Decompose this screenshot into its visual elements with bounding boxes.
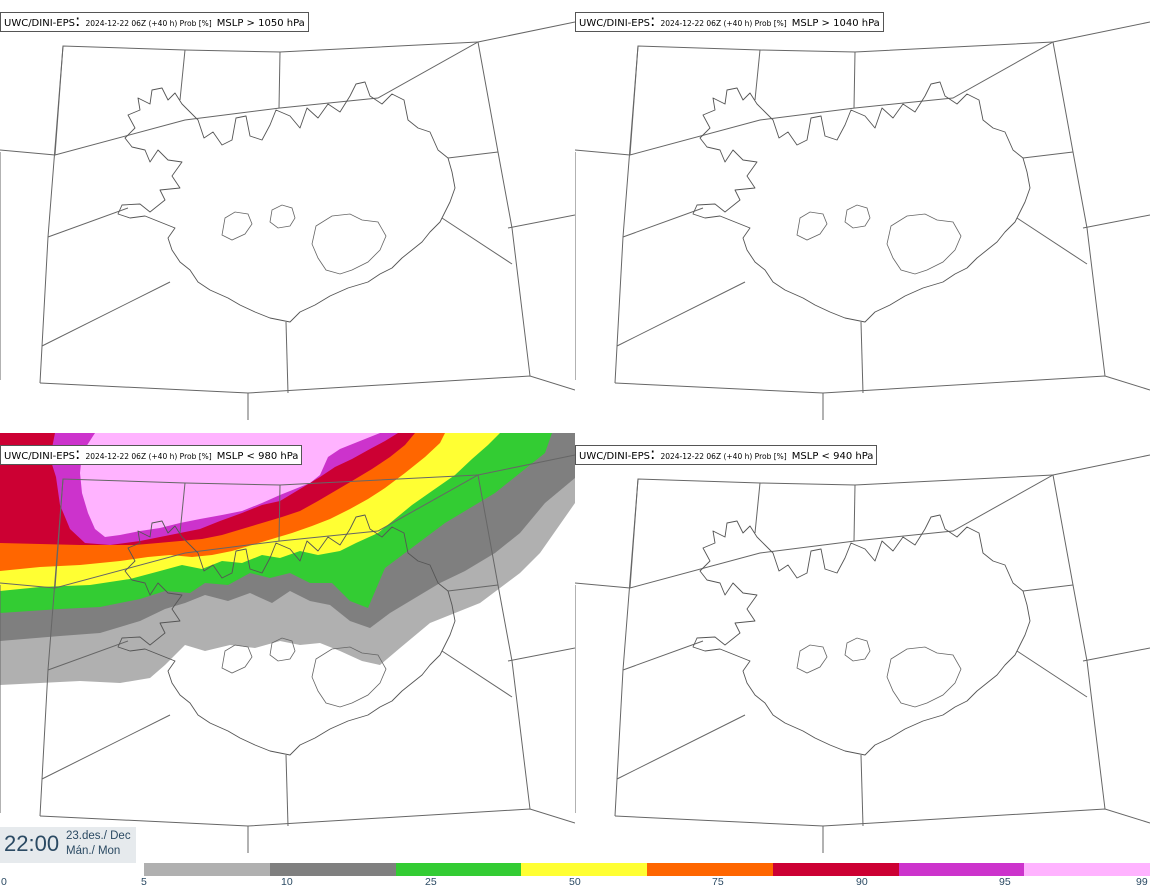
panel-title: UWC/DINI-EPS: 2024-12-22 06Z (+40 h) Pro… xyxy=(0,12,309,32)
iceland-coastline xyxy=(117,81,456,323)
colorbar-bin-90-95 xyxy=(772,863,899,876)
colorbar-bin-75-90 xyxy=(647,863,773,876)
colorbar-tick: 50 xyxy=(569,876,581,888)
map-panel-mslp-gt-1040: UWC/DINI-EPS: 2024-12-22 06Z (+40 h) Pro… xyxy=(575,0,1150,420)
valid-date: 23.des./ Dec Mán./ Mon xyxy=(66,829,131,859)
valid-time: 22:00 xyxy=(4,831,60,856)
map-canvas xyxy=(575,454,1150,853)
glacier-outline xyxy=(796,644,828,674)
glacier-outline xyxy=(886,213,962,275)
iceland-coastline xyxy=(117,514,456,756)
colorbar-tick: 90 xyxy=(856,876,868,888)
valid-date-line-1: 23.des./ Dec xyxy=(66,830,131,842)
colorbar-bin-5-10 xyxy=(144,863,270,876)
colorbar-tick: 99 xyxy=(1136,876,1148,888)
glacier-outline xyxy=(311,213,387,275)
colorbar-tick: 25 xyxy=(425,876,437,888)
iceland-coastline xyxy=(692,514,1031,756)
glacier-outline xyxy=(221,644,253,674)
glacier-outline xyxy=(886,646,962,708)
colorbar-tick: 75 xyxy=(712,876,724,888)
region-boundaries xyxy=(575,21,1150,420)
panel-title: UWC/DINI-EPS: 2024-12-22 06Z (+40 h) Pro… xyxy=(0,445,303,465)
colorbar-bin-99 xyxy=(1024,863,1150,876)
glacier-outline xyxy=(269,637,296,662)
glacier-outline xyxy=(269,204,296,229)
glacier-outline xyxy=(311,646,387,708)
colorbar-tick: 10 xyxy=(281,876,293,888)
valid-time-box: 22:00 23.des./ Dec Mán./ Mon xyxy=(0,827,136,863)
glacier-outline xyxy=(796,211,828,241)
colorbar-bin-25-50 xyxy=(395,863,522,876)
map-panel-mslp-lt-940: UWC/DINI-EPS: 2024-12-22 06Z (+40 h) Pro… xyxy=(575,433,1150,853)
colorbar-tick: 0 xyxy=(1,876,7,888)
panel-title: UWC/DINI-EPS: 2024-12-22 06Z (+40 h) Pro… xyxy=(575,12,884,32)
map-panel-mslp-gt-1050: UWC/DINI-EPS: 2024-12-22 06Z (+40 h) Pro… xyxy=(0,0,575,420)
probability-colorbar xyxy=(144,863,1150,876)
colorbar-bin-10-25 xyxy=(269,863,396,876)
map-canvas xyxy=(575,21,1150,420)
map-canvas xyxy=(0,21,575,420)
colorbar-tick: 95 xyxy=(999,876,1011,888)
iceland-coastline xyxy=(692,81,1031,323)
glacier-outline xyxy=(221,211,253,241)
panel-title: UWC/DINI-EPS: 2024-12-22 06Z (+40 h) Pro… xyxy=(575,445,878,465)
colorbar-bin-50-75 xyxy=(521,863,647,876)
region-boundaries xyxy=(575,454,1150,853)
map-panel-mslp-lt-980: UWC/DINI-EPS: 2024-12-22 06Z (+40 h) Pro… xyxy=(0,433,575,853)
region-boundaries xyxy=(0,454,575,853)
region-boundaries xyxy=(0,21,575,420)
colorbar-tick: 5 xyxy=(141,876,147,888)
glacier-outline xyxy=(844,637,871,662)
probability-field xyxy=(0,433,575,685)
glacier-outline xyxy=(844,204,871,229)
valid-date-line-2: Mán./ Mon xyxy=(66,845,121,857)
map-canvas xyxy=(0,433,575,853)
colorbar-bin-95-99 xyxy=(898,863,1025,876)
